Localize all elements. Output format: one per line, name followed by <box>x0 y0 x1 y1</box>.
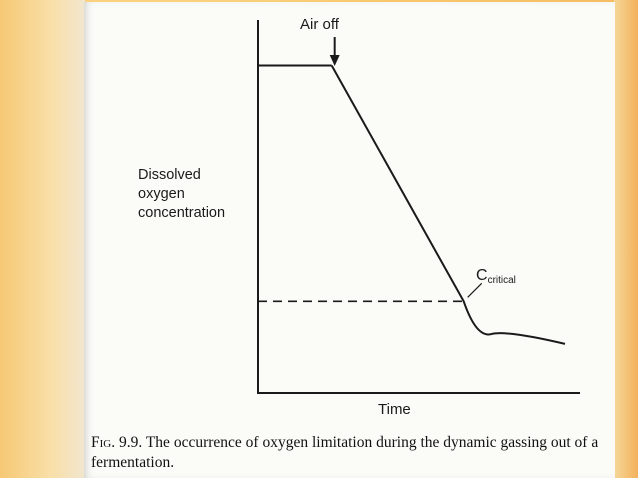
y-axis-label-line-2: oxygen <box>138 186 185 202</box>
caption-text: The occurrence of oxygen limitation duri… <box>91 434 599 471</box>
left-border <box>0 0 85 478</box>
right-border <box>614 0 638 478</box>
air-off-annotation: Air off <box>300 16 339 33</box>
x-axis-label: Time <box>378 401 411 418</box>
figure-page <box>84 2 615 478</box>
figure-caption: Fig. 9.9. The occurrence of oxygen limit… <box>91 433 611 473</box>
y-axis-label-line-1: Dissolved <box>138 167 201 183</box>
figure-label: Fig. 9.9. <box>91 434 143 451</box>
c-critical-subscript: critical <box>487 275 516 286</box>
y-axis-label: Dissolved oxygen concentration <box>138 166 225 223</box>
curve-decline <box>330 65 566 345</box>
c-critical-leader <box>467 282 483 298</box>
c-critical-annotation: Ccritical <box>476 267 516 286</box>
y-axis-label-line-3: concentration <box>138 205 226 221</box>
c-critical-main: C <box>476 267 488 284</box>
air-off-arrowhead <box>329 55 340 66</box>
